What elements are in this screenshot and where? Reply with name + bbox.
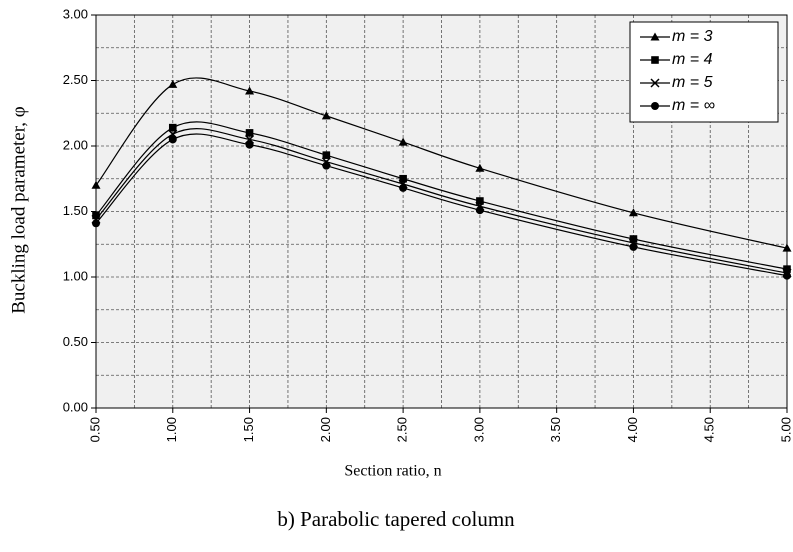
legend-marker — [651, 56, 659, 64]
x-tick-label: 1.00 — [164, 417, 179, 442]
marker — [321, 111, 331, 120]
marker — [629, 242, 638, 251]
legend-label: m = 5 — [672, 74, 713, 91]
legend: m = 3 m = 4 m = 5 m = ∞ — [629, 21, 779, 123]
marker — [628, 208, 638, 217]
x-tick-label: 3.00 — [471, 417, 486, 442]
marker — [168, 135, 177, 144]
legend-label: m = 4 — [672, 51, 713, 68]
marker — [245, 140, 254, 149]
y-axis-label: Buckling load parameter, φ — [8, 106, 29, 314]
legend-marker — [651, 102, 659, 110]
marker — [475, 163, 485, 172]
marker — [245, 129, 254, 137]
y-tick-label: 2.50 — [63, 72, 88, 87]
x-tick-label: 0.50 — [87, 417, 102, 442]
legend-marker — [650, 32, 660, 41]
marker — [168, 123, 177, 132]
legend-label: m = 3 — [672, 28, 713, 45]
x-axis-label: Section ratio, n — [344, 463, 441, 480]
marker — [475, 206, 484, 215]
series — [91, 77, 792, 280]
marker — [399, 174, 407, 183]
marker — [398, 137, 408, 146]
x-tick-label: 1.50 — [241, 417, 256, 442]
marker — [322, 161, 331, 170]
marker — [629, 235, 638, 243]
y-tick-label: 3.00 — [63, 6, 88, 21]
caption: b) Parabolic tapered column — [277, 507, 515, 531]
axes: 0.50 1.00 1.50 2.00 2.50 3.00 3.50 4.00 4.50 5.00… — [63, 6, 793, 442]
marker — [245, 86, 255, 95]
legend-label: m = ∞ — [672, 97, 715, 114]
marker — [322, 151, 331, 159]
marker — [168, 79, 178, 88]
x-tick-label: 3.50 — [548, 417, 563, 442]
x-tick-label: 2.00 — [318, 417, 333, 442]
y-tick-label: 0.00 — [63, 399, 88, 414]
x-tick-label: 2.50 — [395, 417, 410, 442]
y-tick-label: 1.00 — [63, 268, 88, 283]
y-tick-label: 2.00 — [63, 137, 88, 152]
x-tick-label: 4.00 — [625, 417, 640, 442]
marker — [399, 183, 408, 192]
x-tick-label: 5.00 — [778, 417, 793, 442]
y-tick-label: 0.50 — [63, 334, 88, 349]
legend-marker — [650, 78, 660, 88]
x-tick-label: 4.50 — [702, 417, 717, 442]
y-tick-label: 1.50 — [63, 203, 88, 218]
marker — [476, 197, 484, 205]
